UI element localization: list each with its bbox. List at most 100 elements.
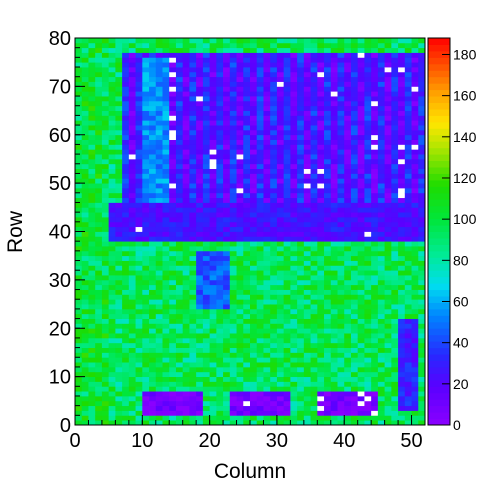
heatmap-cell [391,91,399,97]
heatmap-cell [310,154,318,160]
heatmap-cell [81,52,89,58]
heatmap-cell [283,236,291,242]
heatmap-cell [270,333,278,339]
heatmap-cell [142,395,150,402]
heatmap-cell [155,357,163,363]
heatmap-cell [303,105,311,111]
heatmap-cell [250,197,258,203]
heatmap-cell [81,362,89,368]
heatmap-cell [364,139,372,145]
heatmap-cell [196,275,204,281]
heatmap-cell [364,163,372,170]
heatmap-cell [101,86,110,92]
heatmap-cell [75,178,83,184]
heatmap-cell [142,86,150,92]
heatmap-cell [243,139,251,145]
heatmap-cell [330,313,338,319]
heatmap-cell [377,105,386,111]
heatmap-cell [108,357,116,363]
heatmap-cell [283,391,291,397]
heatmap-cell [142,202,150,208]
heatmap-cell [229,178,237,184]
heatmap-cell [149,139,157,145]
heatmap-cell [303,395,311,402]
heatmap-cell [404,100,412,107]
heatmap-cell [169,284,177,290]
heatmap-cell [391,67,399,73]
heatmap-cell [391,241,399,247]
heatmap-cell [330,168,338,174]
heatmap-cell [411,168,419,174]
heatmap-cell [128,163,136,170]
heatmap-cell [283,270,291,276]
heatmap-cell [81,197,89,203]
heatmap-cell [236,294,244,300]
heatmap-cell [216,391,224,397]
heatmap-cell [115,216,123,223]
heatmap-cell [175,178,184,184]
heatmap-cell [317,270,325,276]
heatmap-cell [169,202,177,208]
heatmap-cell [169,42,177,49]
heatmap-cell [189,270,197,276]
heatmap-cell [297,362,305,368]
heatmap-cell [182,81,190,87]
heatmap-cell [162,376,170,382]
heatmap-cell [344,328,352,334]
heatmap-cell [175,197,184,203]
heatmap-cell [142,347,150,353]
heatmap-cell [229,246,237,252]
heatmap-cell [276,308,285,315]
heatmap-cell [128,71,136,78]
heatmap-cell [182,149,190,155]
heatmap-cell [209,395,217,402]
heatmap-cell [175,255,184,261]
heatmap-cell [310,71,318,78]
heatmap-cell [398,395,406,402]
heatmap-cell [398,347,406,353]
heatmap-cell [418,86,426,92]
heatmap-cell [344,294,352,300]
heatmap-cell [196,192,204,199]
heatmap-cell [223,270,231,276]
heatmap-cell [95,67,103,73]
heatmap-cell [216,207,224,213]
heatmap-cell [303,139,311,145]
heatmap-cell [243,81,251,87]
heatmap-cell [276,395,285,402]
heatmap-cell [243,352,251,358]
heatmap-cell [149,395,157,402]
heatmap-cell [142,125,150,131]
heatmap-cell [350,275,359,281]
heatmap-cell [196,246,204,252]
heatmap-cell [256,250,264,257]
heatmap-cell [108,86,116,92]
heatmap-cell [404,158,412,165]
heatmap-cell [229,81,237,87]
heatmap-cell [122,139,130,145]
heatmap-cell [209,158,217,165]
heatmap-cell [337,125,345,131]
heatmap-cell [243,395,251,402]
heatmap-cell [223,115,231,121]
heatmap-cell [169,67,177,73]
heatmap-cell [377,347,386,353]
heatmap-cell [209,47,217,53]
heatmap-cell [88,76,96,82]
heatmap-cell [135,279,143,286]
heatmap-cell [384,129,392,136]
heatmap-cell [229,250,237,257]
heatmap-cell [364,197,372,203]
heatmap-cell [95,265,103,271]
heatmap-cell [81,105,89,111]
heatmap-cell [236,371,244,378]
heatmap-cell [236,265,244,271]
heatmap-cell [350,86,359,92]
color-scale-swatch [428,186,450,194]
heatmap-cell [398,362,406,368]
heatmap-cell [223,328,231,334]
heatmap-cell [283,192,291,199]
heatmap-cell [169,134,177,140]
heatmap-cell [95,71,103,78]
heatmap-cell [223,57,231,63]
